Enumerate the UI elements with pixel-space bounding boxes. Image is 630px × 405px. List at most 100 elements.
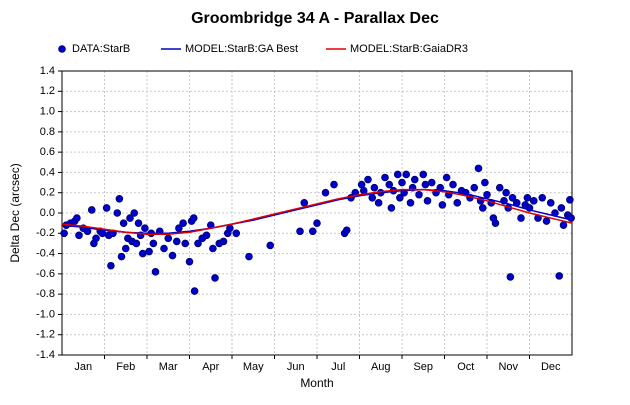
x-axis-label: Month <box>300 376 333 390</box>
data-point <box>134 219 143 227</box>
data-point <box>245 252 253 261</box>
data-point <box>296 227 304 236</box>
legend-label: DATA:StarB <box>72 43 130 55</box>
data-point <box>421 180 430 189</box>
data-point <box>132 239 141 248</box>
data-point <box>370 183 379 192</box>
data-point <box>102 204 111 212</box>
data-point <box>517 214 525 222</box>
y-tick-label: 1.0 <box>40 105 55 117</box>
x-tick-label: Nov <box>498 361 518 373</box>
data-point <box>321 188 330 197</box>
data-point <box>115 195 124 203</box>
data-point <box>523 193 532 202</box>
data-point <box>130 209 139 217</box>
data-point <box>495 183 504 192</box>
data-point <box>542 217 551 225</box>
plot-frame <box>61 70 573 356</box>
data-point <box>559 221 568 229</box>
data-point <box>92 234 100 243</box>
y-tick-label: -1.0 <box>36 308 55 320</box>
data-point <box>141 224 149 233</box>
data-point <box>308 227 317 236</box>
data-point <box>368 193 377 202</box>
data-point <box>107 261 115 270</box>
data-point <box>185 257 194 266</box>
data-point <box>387 204 396 212</box>
data-point <box>172 237 181 246</box>
data-point <box>419 170 428 179</box>
data-point <box>402 170 411 179</box>
data-point <box>396 193 404 202</box>
data-point <box>160 244 168 253</box>
data-point <box>149 239 158 248</box>
x-tick-label: Apr <box>202 361 219 373</box>
data-point <box>202 231 211 240</box>
data-point <box>219 237 228 246</box>
y-tick-label: 1.4 <box>40 65 55 77</box>
data-point <box>209 244 217 253</box>
data-point <box>453 199 462 207</box>
data-point <box>529 197 538 205</box>
model-line <box>61 188 573 236</box>
x-tick-label: Feb <box>116 361 135 373</box>
y-tick-label: 1.2 <box>40 85 55 97</box>
y-tick-label: 0.4 <box>40 166 55 178</box>
data-point <box>481 178 489 187</box>
data-point <box>117 252 126 261</box>
data-point <box>73 214 81 222</box>
data-point <box>189 214 198 222</box>
data-point <box>546 199 555 207</box>
data-point <box>190 287 199 295</box>
legend-label: MODEL:StarB:GA Best <box>185 43 298 55</box>
y-tick-label: -1.2 <box>36 329 55 341</box>
data-point <box>342 226 351 235</box>
data-point <box>226 224 234 233</box>
model-line <box>61 188 573 235</box>
x-tick-label: Jul <box>331 361 345 373</box>
data-point <box>119 219 128 227</box>
x-tick-label: Oct <box>457 361 474 373</box>
data-point <box>415 190 423 199</box>
data-point <box>211 274 219 282</box>
data-point <box>313 219 321 227</box>
data-point <box>126 214 134 222</box>
data-point <box>266 241 275 250</box>
x-tick-label: Aug <box>371 361 391 373</box>
data-point <box>538 193 547 202</box>
x-tick-label: Jan <box>74 361 92 373</box>
y-tick-label: 0.6 <box>40 146 55 158</box>
data-point <box>385 180 394 189</box>
data-point <box>555 272 564 280</box>
data-point <box>470 183 479 192</box>
data-point <box>179 219 187 227</box>
data-point <box>374 199 383 207</box>
data-point <box>145 247 153 256</box>
data-point <box>330 180 338 189</box>
data-point <box>566 196 574 204</box>
data-point <box>478 204 487 212</box>
y-tick-label: -0.6 <box>36 268 55 280</box>
y-tick-label: 0.2 <box>40 187 55 199</box>
data-point <box>406 199 415 207</box>
data-point <box>364 175 372 184</box>
data-point <box>442 173 451 182</box>
y-tick-label: -1.4 <box>36 349 55 361</box>
x-tick-label: Mar <box>159 361 178 373</box>
y-tick-label: -0.8 <box>36 288 55 300</box>
data-point <box>502 188 510 197</box>
data-point <box>393 170 402 179</box>
chart-title: Groombridge 34 A - Parallax Dec <box>191 10 439 27</box>
legend-label: MODEL:StarB:GaiaDR3 <box>350 43 468 55</box>
data-point <box>232 229 241 238</box>
data-point <box>474 164 483 173</box>
data-point <box>438 201 447 209</box>
data-point <box>121 244 130 253</box>
y-tick-label: 0.0 <box>40 207 55 219</box>
data-point <box>151 268 160 276</box>
data-point <box>168 251 177 260</box>
data-point <box>557 204 566 212</box>
y-tick-label: -0.2 <box>36 227 55 239</box>
